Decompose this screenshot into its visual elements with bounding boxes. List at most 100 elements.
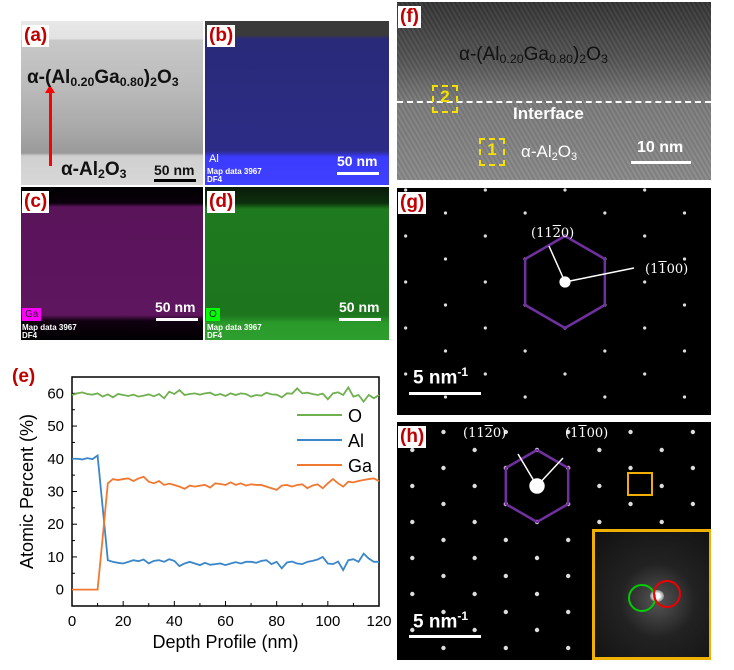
diffraction-spot xyxy=(690,465,696,471)
diffraction-spot xyxy=(565,573,571,579)
scale-bar xyxy=(337,172,379,175)
miller-index-2: (1100) xyxy=(565,426,609,441)
diffraction-spot xyxy=(441,609,446,615)
diffraction-spot xyxy=(483,234,487,238)
diffraction-spot xyxy=(483,326,487,330)
legend-label-O: O xyxy=(348,406,362,426)
eds-map-o: O 50 nm xyxy=(205,187,389,340)
series-line-Al xyxy=(72,453,379,572)
x-tick-label: 0 xyxy=(68,613,76,630)
vector-arrow xyxy=(564,267,635,283)
diffraction-spot xyxy=(503,573,509,579)
hexagon-outline xyxy=(504,448,570,524)
scale-label: 50 nm xyxy=(337,153,378,169)
y-tick-label: 30 xyxy=(47,484,64,501)
diffraction-spot xyxy=(443,349,448,353)
diffraction-spot xyxy=(410,447,415,453)
growth-arrow xyxy=(49,91,52,166)
scale-label: 5 nm-1 xyxy=(413,365,469,389)
x-tick-label: 120 xyxy=(366,613,391,630)
vector-arrow xyxy=(536,457,564,487)
element-label: Al xyxy=(209,153,219,165)
scale-bar-d xyxy=(339,318,381,321)
eds-map-al: Al Map data 3967 DF4 50 nm xyxy=(205,21,389,185)
diffraction-spot xyxy=(443,395,448,399)
tem-image-a: α-(Al0.20Ga0.80)2O3 α-Al2O3 50 nm xyxy=(21,21,203,185)
y-tick-label: 0 xyxy=(56,582,64,599)
panel-label-f: (f) xyxy=(398,6,421,28)
diffraction-spot xyxy=(690,501,696,507)
y-axis-label: Atomic Percent (%) xyxy=(17,414,37,569)
panel-label-e: (e) xyxy=(10,366,38,388)
diffraction-spot xyxy=(404,188,408,192)
x-tick-label: 20 xyxy=(115,613,132,630)
miller-index-2: (1100) xyxy=(645,262,689,277)
scale-label: 50 nm xyxy=(155,299,196,315)
plot-frame xyxy=(71,376,380,607)
diffraction-spot xyxy=(643,326,647,330)
element-label: Ga xyxy=(22,308,42,321)
diffraction-spot xyxy=(472,555,477,561)
diffraction-spot xyxy=(472,447,477,453)
diffraction-spot xyxy=(603,211,607,215)
legend-label-Ga: Ga xyxy=(348,456,373,476)
diffraction-spot xyxy=(643,188,647,192)
y-tick-label: 50 xyxy=(47,418,64,435)
diffraction-spot xyxy=(443,303,448,307)
interface-line xyxy=(397,101,711,103)
y-tick-label: 20 xyxy=(47,516,64,533)
hexagon-outline xyxy=(523,234,607,330)
region-box-2: 2 xyxy=(432,85,458,113)
diffraction-spot xyxy=(565,429,571,435)
diffraction-spot xyxy=(563,372,567,376)
x-tick-label: 40 xyxy=(166,613,183,630)
x-tick-label: 60 xyxy=(217,613,234,630)
depth-profile-chart: 0 20 40 60 80 100 120 0 10 20 30 40 50 60 Depth Profil… xyxy=(17,376,392,652)
diffraction-spot xyxy=(628,501,633,507)
substrate-formula: α-Al2O3 xyxy=(521,142,578,163)
diffraction-spot xyxy=(441,573,446,579)
map-note-c: Map data 3967 DF4 xyxy=(22,323,77,340)
panel-label-g: (g) xyxy=(398,192,427,214)
diffraction-spot xyxy=(410,627,415,633)
diffraction-spot xyxy=(483,280,487,284)
miller-index-1: (1120) xyxy=(531,226,575,241)
scale-bar-c xyxy=(156,318,198,321)
diffraction-spot xyxy=(565,645,571,651)
y-tick-label: 10 xyxy=(47,549,64,566)
scale-bar xyxy=(631,161,691,164)
diffraction-spot xyxy=(483,372,487,376)
diffraction-spot xyxy=(410,519,415,525)
x-axis-label: Depth Profile (nm) xyxy=(152,632,298,652)
diffraction-spot xyxy=(659,483,664,489)
diffraction-spot xyxy=(563,188,567,192)
element-label: O xyxy=(206,308,220,321)
diffraction-spot xyxy=(523,349,527,353)
diffraction-spot xyxy=(441,645,446,651)
diffraction-spot xyxy=(441,501,446,507)
diffraction-spot xyxy=(523,211,527,215)
diffraction-spot xyxy=(472,519,477,525)
diffraction-spot xyxy=(523,395,527,399)
diffraction-spot xyxy=(404,280,408,284)
diffraction-spot xyxy=(643,280,647,284)
diffraction-spot xyxy=(410,555,415,561)
diffraction-spot xyxy=(441,465,446,471)
scale-bar xyxy=(409,635,481,638)
diffraction-spots xyxy=(404,188,687,399)
scale-label: 10 nm xyxy=(637,139,684,156)
diffraction-spot xyxy=(603,349,607,353)
y-tick-label: 60 xyxy=(47,385,64,402)
diffraction-spot xyxy=(410,591,415,597)
panel-label-c: (c) xyxy=(22,191,50,213)
panel-label-b: (b) xyxy=(207,25,236,47)
series-line-Ga xyxy=(72,475,380,591)
diffraction-spot xyxy=(503,429,509,435)
green-circle xyxy=(628,584,656,612)
diffraction-spot xyxy=(443,257,448,261)
film-formula: α-(Al0.20Ga0.80)2O3 xyxy=(27,67,179,90)
panel-label-a: (a) xyxy=(22,25,50,47)
arrow-head xyxy=(45,85,55,93)
diffraction-spot xyxy=(565,609,571,615)
legend-label-Al: Al xyxy=(348,431,364,451)
